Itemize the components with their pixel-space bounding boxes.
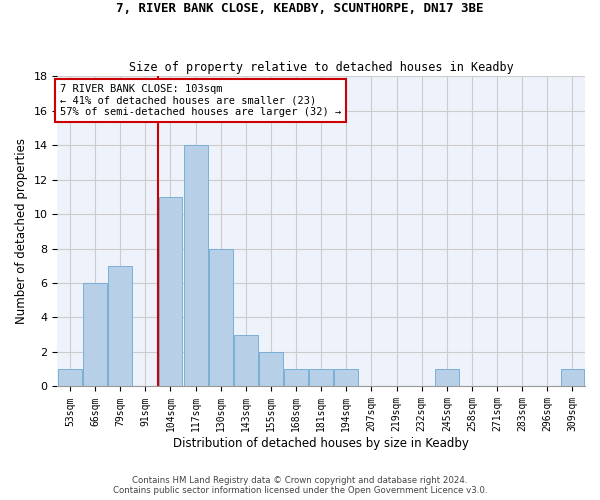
- Bar: [158, 197, 182, 386]
- Bar: [560, 369, 584, 386]
- Bar: [284, 369, 308, 386]
- Bar: [83, 283, 107, 387]
- X-axis label: Distribution of detached houses by size in Keadby: Distribution of detached houses by size …: [173, 437, 469, 450]
- Title: Size of property relative to detached houses in Keadby: Size of property relative to detached ho…: [129, 60, 514, 74]
- Bar: [234, 334, 258, 386]
- Y-axis label: Number of detached properties: Number of detached properties: [15, 138, 28, 324]
- Text: Contains HM Land Registry data © Crown copyright and database right 2024.
Contai: Contains HM Land Registry data © Crown c…: [113, 476, 487, 495]
- Bar: [259, 352, 283, 386]
- Text: 7 RIVER BANK CLOSE: 103sqm
← 41% of detached houses are smaller (23)
57% of semi: 7 RIVER BANK CLOSE: 103sqm ← 41% of deta…: [60, 84, 341, 117]
- Text: 7, RIVER BANK CLOSE, KEADBY, SCUNTHORPE, DN17 3BE: 7, RIVER BANK CLOSE, KEADBY, SCUNTHORPE,…: [116, 2, 484, 16]
- Bar: [108, 266, 132, 386]
- Bar: [435, 369, 459, 386]
- Bar: [58, 369, 82, 386]
- Bar: [309, 369, 333, 386]
- Bar: [184, 145, 208, 386]
- Bar: [334, 369, 358, 386]
- Bar: [209, 248, 233, 386]
